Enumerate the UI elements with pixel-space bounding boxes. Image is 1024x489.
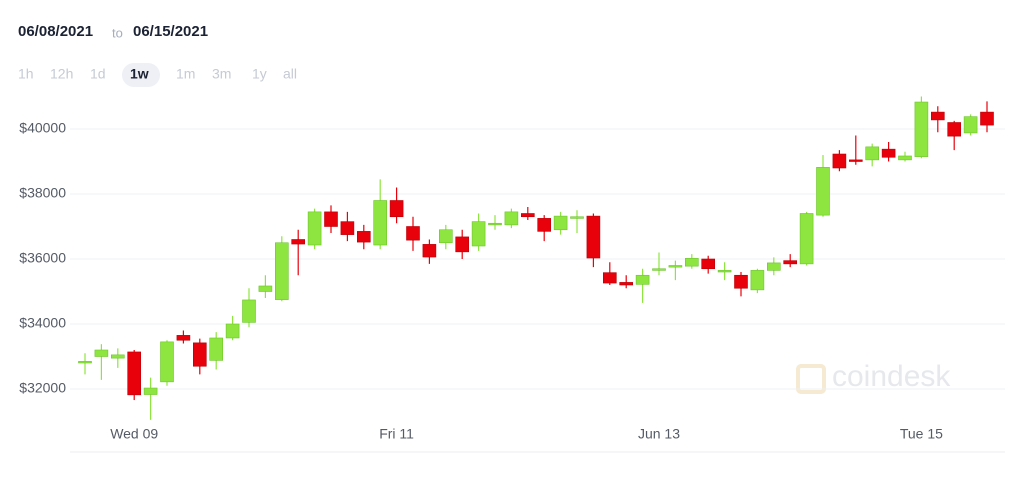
candle-body [340, 221, 355, 235]
candle-body [963, 116, 978, 134]
candle-body [881, 148, 896, 158]
candle-body [652, 268, 666, 271]
x-tick-label: Fri 11 [379, 426, 414, 442]
range-button[interactable]: 12h [50, 66, 73, 82]
x-tick-label: Jun 13 [638, 426, 680, 442]
range-button[interactable]: 1h [18, 66, 34, 82]
range-button[interactable]: 1y [252, 66, 267, 82]
candle-body [520, 213, 535, 218]
candle-body [914, 101, 929, 157]
range-button-bg [122, 63, 160, 87]
candle-body [291, 239, 306, 245]
range-button[interactable]: all [283, 66, 297, 82]
candle-body [193, 342, 207, 367]
range-button[interactable]: 1d [90, 66, 106, 82]
candle-body [865, 146, 880, 161]
candle-body [504, 211, 519, 226]
candle-body [602, 272, 617, 284]
candle-body [209, 337, 223, 361]
candle-body [586, 215, 601, 259]
candle-body [553, 215, 568, 231]
candle-body [242, 299, 256, 323]
candle-body [94, 349, 109, 357]
candle-body [848, 159, 863, 162]
y-tick-label: $38000 [19, 185, 66, 201]
candle-body [422, 244, 437, 258]
candle-body [832, 153, 847, 169]
candle-body [143, 387, 158, 395]
candle-body [980, 111, 994, 126]
candle-body [717, 270, 732, 273]
candle-body [258, 285, 273, 292]
watermark-logo [796, 364, 826, 394]
y-tick-label: $34000 [19, 315, 66, 331]
candle-body [78, 361, 92, 364]
range-button[interactable]: 1m [176, 66, 195, 82]
range-button[interactable]: 3m [212, 66, 231, 82]
candle-body [783, 260, 798, 265]
candle-body [488, 222, 502, 226]
candle-body [406, 226, 420, 241]
candle-body [471, 221, 486, 247]
candle-body [750, 270, 765, 291]
candle-body [635, 274, 650, 285]
candle-body [799, 213, 814, 265]
y-tick-label: $32000 [19, 380, 66, 396]
candle-body [274, 242, 289, 300]
candle-body [438, 229, 453, 244]
candle-body [816, 167, 830, 216]
candle-body [570, 216, 584, 219]
y-tick-label: $40000 [19, 120, 66, 136]
x-tick-label: Tue 15 [900, 426, 943, 442]
candle-body [668, 265, 683, 268]
candle-body [307, 211, 322, 246]
candle-body [356, 231, 371, 243]
candle-body [701, 258, 716, 270]
x-tick-label: Wed 09 [110, 426, 158, 442]
candle-body [619, 282, 634, 286]
candle-body [111, 354, 125, 359]
candle-body [537, 218, 552, 232]
y-tick-label: $36000 [19, 250, 66, 266]
watermark: coindesk [832, 360, 951, 393]
candle-body [684, 258, 699, 267]
date-from: 06/08/2021 [18, 23, 93, 40]
candle-body [225, 323, 240, 339]
candle-body [947, 122, 962, 137]
candle-body [766, 262, 781, 271]
candle-body [734, 274, 748, 289]
candle-body [373, 200, 388, 246]
candle-body [930, 111, 945, 121]
date-to: 06/15/2021 [133, 23, 208, 40]
candle-body [455, 236, 470, 253]
candle-body [127, 351, 141, 396]
candle-body [176, 335, 191, 341]
candle-body [389, 200, 404, 218]
candle-body [160, 341, 174, 383]
candle-body [324, 211, 338, 227]
date-separator: to [112, 25, 123, 40]
candle-body [898, 155, 912, 161]
range-button[interactable]: 1w [130, 66, 149, 82]
